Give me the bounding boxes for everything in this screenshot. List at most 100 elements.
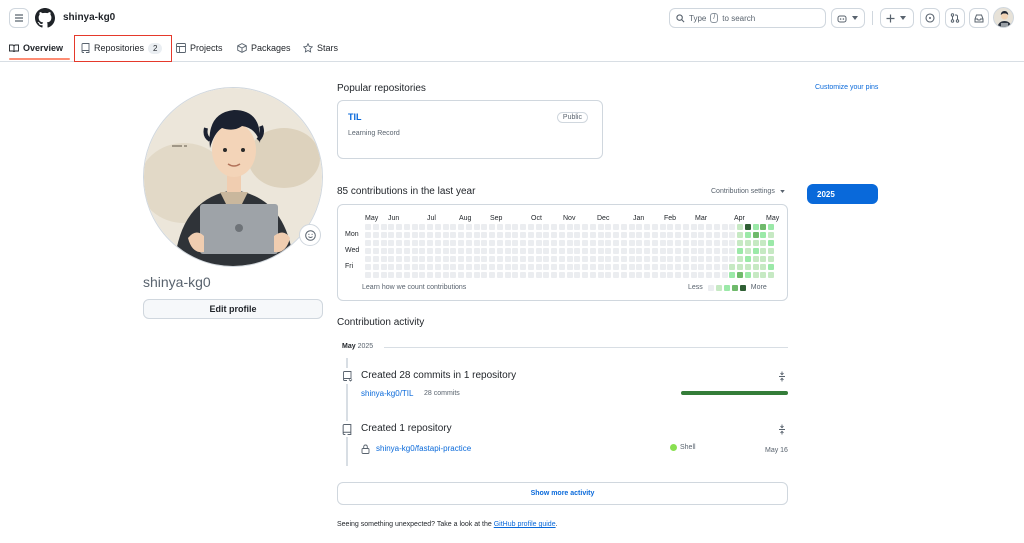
contribution-day[interactable]	[543, 224, 550, 230]
contribution-day[interactable]	[675, 256, 681, 262]
contribution-day[interactable]	[752, 232, 759, 238]
contribution-day[interactable]	[380, 248, 387, 254]
inbox-button[interactable]	[969, 8, 989, 28]
learn-contributions-link[interactable]: Learn how we count contributions	[362, 284, 467, 291]
contribution-day[interactable]	[388, 248, 395, 254]
contribution-day[interactable]	[582, 264, 588, 270]
contribution-day[interactable]	[427, 248, 433, 254]
contribution-day[interactable]	[442, 256, 449, 262]
contribution-day[interactable]	[535, 240, 542, 246]
contribution-day[interactable]	[659, 256, 666, 262]
contribution-day[interactable]	[589, 256, 596, 262]
contribution-day[interactable]	[574, 224, 581, 230]
contribution-day[interactable]	[667, 240, 674, 246]
contribution-day[interactable]	[628, 232, 635, 238]
contribution-day[interactable]	[434, 232, 441, 238]
contribution-day[interactable]	[442, 232, 449, 238]
contribution-day[interactable]	[636, 224, 643, 230]
contribution-day[interactable]	[620, 256, 627, 262]
contribution-day[interactable]	[768, 224, 774, 230]
customize-pins-link[interactable]: Customize your pins	[815, 84, 879, 91]
contribution-day[interactable]	[527, 224, 534, 230]
contribution-day[interactable]	[543, 264, 550, 270]
contribution-day[interactable]	[396, 272, 402, 278]
contribution-day[interactable]	[768, 232, 774, 238]
contribution-day[interactable]	[597, 272, 604, 278]
contribution-day[interactable]	[473, 232, 480, 238]
contribution-day[interactable]	[605, 248, 612, 254]
contribution-day[interactable]	[496, 272, 503, 278]
contribution-day[interactable]	[752, 272, 759, 278]
contribution-day[interactable]	[690, 248, 697, 254]
contribution-day[interactable]	[698, 264, 705, 270]
contribution-day[interactable]	[365, 224, 371, 230]
contribution-day[interactable]	[589, 272, 596, 278]
contribution-day[interactable]	[729, 248, 736, 254]
contribution-day[interactable]	[574, 232, 581, 238]
contribution-day[interactable]	[496, 224, 503, 230]
contribution-day[interactable]	[473, 248, 480, 254]
header-username[interactable]: shinya-kg0	[63, 12, 116, 23]
contribution-day[interactable]	[403, 232, 410, 238]
contribution-day[interactable]	[558, 264, 565, 270]
set-status-button[interactable]	[299, 224, 321, 246]
contribution-day[interactable]	[496, 240, 503, 246]
contribution-day[interactable]	[706, 272, 712, 278]
contribution-day[interactable]	[458, 264, 464, 270]
contribution-day[interactable]	[582, 248, 588, 254]
contribution-day[interactable]	[504, 232, 511, 238]
contribution-day[interactable]	[558, 232, 565, 238]
contribution-day[interactable]	[713, 272, 720, 278]
contribution-day[interactable]	[365, 264, 371, 270]
contribution-day[interactable]	[543, 240, 550, 246]
contribution-day[interactable]	[388, 256, 395, 262]
contribution-day[interactable]	[597, 240, 604, 246]
issues-button[interactable]	[920, 8, 940, 28]
contribution-day[interactable]	[520, 264, 526, 270]
contribution-day[interactable]	[504, 240, 511, 246]
contribution-day[interactable]	[380, 264, 387, 270]
contribution-day[interactable]	[489, 272, 495, 278]
contribution-day[interactable]	[535, 256, 542, 262]
contribution-day[interactable]	[403, 264, 410, 270]
contribution-day[interactable]	[496, 248, 503, 254]
contribution-day[interactable]	[372, 272, 379, 278]
contribution-day[interactable]	[489, 240, 495, 246]
contribution-day[interactable]	[698, 232, 705, 238]
contribution-day[interactable]	[535, 232, 542, 238]
contribution-day[interactable]	[481, 248, 488, 254]
contribution-day[interactable]	[721, 232, 728, 238]
contribution-day[interactable]	[372, 256, 379, 262]
contribution-day[interactable]	[535, 248, 542, 254]
contribution-day[interactable]	[496, 256, 503, 262]
contribution-day[interactable]	[543, 272, 550, 278]
contribution-day[interactable]	[496, 264, 503, 270]
contribution-day[interactable]	[574, 240, 581, 246]
contribution-day[interactable]	[744, 224, 751, 230]
contribution-day[interactable]	[698, 256, 705, 262]
contribution-day[interactable]	[636, 232, 643, 238]
contribution-day[interactable]	[760, 232, 767, 238]
contribution-day[interactable]	[551, 248, 557, 254]
contribution-day[interactable]	[365, 256, 371, 262]
contribution-day[interactable]	[582, 240, 588, 246]
contribution-day[interactable]	[512, 256, 519, 262]
contribution-day[interactable]	[768, 248, 774, 254]
contribution-day[interactable]	[527, 248, 534, 254]
contribution-day[interactable]	[427, 264, 433, 270]
contribution-day[interactable]	[620, 248, 627, 254]
contribution-day[interactable]	[760, 272, 767, 278]
created-repo-link[interactable]: shinya-kg0/fastapi-practice	[376, 444, 472, 453]
contribution-day[interactable]	[713, 224, 720, 230]
contribution-day[interactable]	[372, 232, 379, 238]
contribution-day[interactable]	[713, 232, 720, 238]
contribution-day[interactable]	[419, 232, 426, 238]
contribution-day[interactable]	[365, 232, 371, 238]
contribution-day[interactable]	[566, 272, 573, 278]
contribution-day[interactable]	[427, 256, 433, 262]
contribution-day[interactable]	[752, 224, 759, 230]
contribution-day[interactable]	[651, 240, 658, 246]
contribution-day[interactable]	[372, 264, 379, 270]
contribution-day[interactable]	[512, 224, 519, 230]
contribution-day[interactable]	[434, 240, 441, 246]
